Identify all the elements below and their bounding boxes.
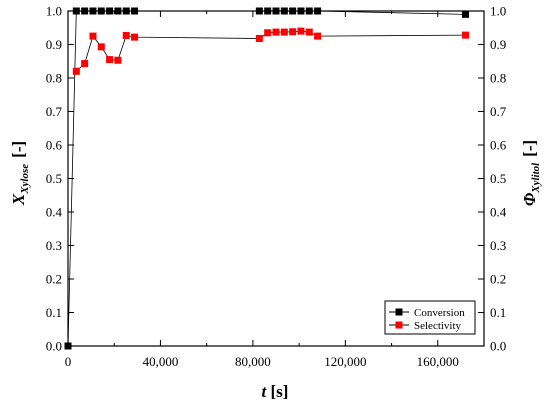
data-point-selectivity [72, 67, 80, 75]
series-line-conversion [67, 10, 466, 347]
data-point-selectivity [297, 27, 305, 35]
data-point-conversion [305, 7, 313, 15]
y-right-tick-label: 0.7 [490, 104, 507, 119]
legend-label-selectivity: Selectivity [414, 320, 462, 332]
data-point-selectivity [89, 32, 97, 40]
data-point-conversion [264, 7, 272, 15]
data-point-conversion [280, 7, 288, 15]
data-point-conversion [64, 342, 72, 350]
y-left-tick-label: 1.0 [46, 4, 62, 19]
data-point-conversion [81, 7, 89, 15]
data-point-conversion [255, 7, 263, 15]
data-point-selectivity [272, 28, 280, 36]
y-axis-right-title: ΦXylitol[-] [520, 140, 542, 206]
y-axis-left-title: XXylose[-] [9, 141, 31, 206]
y-right-tick-label: 0.3 [490, 238, 506, 253]
y-left-tick-label: 0.3 [46, 238, 62, 253]
y-left-tick-label: 0.2 [46, 272, 62, 287]
y-right-tick-label: 0.6 [490, 138, 507, 153]
data-point-selectivity [97, 43, 105, 51]
series-selectivity [72, 27, 470, 75]
x-tick-label: 0 [65, 354, 72, 369]
data-point-selectivity [81, 60, 89, 68]
y-left-tick-label: 0.6 [46, 138, 63, 153]
legend-marker-conversion [395, 308, 403, 316]
data-point-conversion [131, 7, 139, 15]
legend-marker-selectivity [395, 321, 403, 329]
y-right-tick-label: 0.8 [490, 71, 506, 86]
data-point-conversion [72, 7, 80, 15]
y-right-tick-label: 1.0 [490, 4, 506, 19]
y-left-tick-label: 0.8 [46, 71, 62, 86]
data-point-conversion [314, 7, 322, 15]
data-point-selectivity [131, 33, 139, 41]
legend-box [384, 300, 476, 335]
y-axis-right: 0.0 0.1 0.2 0.3 0.4 0.5 0.6 0.7 0.8 0.9 1.0 [478, 4, 507, 354]
data-point-conversion [106, 7, 114, 15]
data-point-selectivity [122, 31, 130, 39]
data-point-selectivity [462, 31, 470, 39]
x-tick-label: 160,000 [417, 354, 459, 369]
y-right-tick-label: 0.2 [490, 272, 506, 287]
y-left-tick-label: 0.5 [46, 171, 62, 186]
x-tick-label: 120,000 [324, 354, 366, 369]
x-tick-label: 40,000 [143, 354, 179, 369]
data-point-selectivity [114, 56, 122, 64]
legend-label-conversion: Conversion [414, 307, 465, 319]
data-point-selectivity [314, 32, 322, 40]
data-point-selectivity [255, 34, 263, 42]
data-point-selectivity [264, 29, 272, 37]
y-right-tick-label: 0.1 [490, 305, 506, 320]
legend: Conversion Selectivity [384, 300, 476, 335]
series-conversion [64, 7, 470, 350]
x-axis-title: t [s] [262, 382, 289, 401]
y-right-tick-label: 0.5 [490, 171, 506, 186]
plot-border [67, 10, 485, 347]
y-left-tick-label: 0.1 [46, 305, 62, 320]
y-right-tick-label: 0.9 [490, 37, 506, 52]
data-point-conversion [297, 7, 305, 15]
y-axis-left: 0.0 0.1 0.2 0.3 0.4 0.5 0.6 0.7 0.8 0.9 1.0 [46, 4, 74, 354]
data-point-selectivity [106, 56, 114, 64]
data-point-selectivity [305, 28, 313, 36]
data-point-selectivity [280, 28, 288, 36]
data-point-conversion [289, 7, 297, 15]
data-point-conversion [122, 7, 130, 15]
data-point-conversion [272, 7, 280, 15]
x-tick-label: 80,000 [235, 354, 271, 369]
y-left-tick-label: 0.7 [46, 104, 63, 119]
data-point-conversion [114, 7, 122, 15]
y-right-tick-label: 0.0 [490, 339, 506, 354]
y-left-tick-label: 0.4 [46, 205, 63, 220]
y-left-tick-label: 0.9 [46, 37, 62, 52]
plot-frame [67, 10, 485, 347]
y-left-tick-label: 0.0 [46, 339, 62, 354]
series-layer [64, 7, 470, 350]
y-right-tick-label: 0.4 [490, 205, 507, 220]
data-point-conversion [462, 10, 470, 18]
data-point-selectivity [289, 28, 297, 36]
data-point-conversion [89, 7, 97, 15]
data-point-conversion [97, 7, 105, 15]
